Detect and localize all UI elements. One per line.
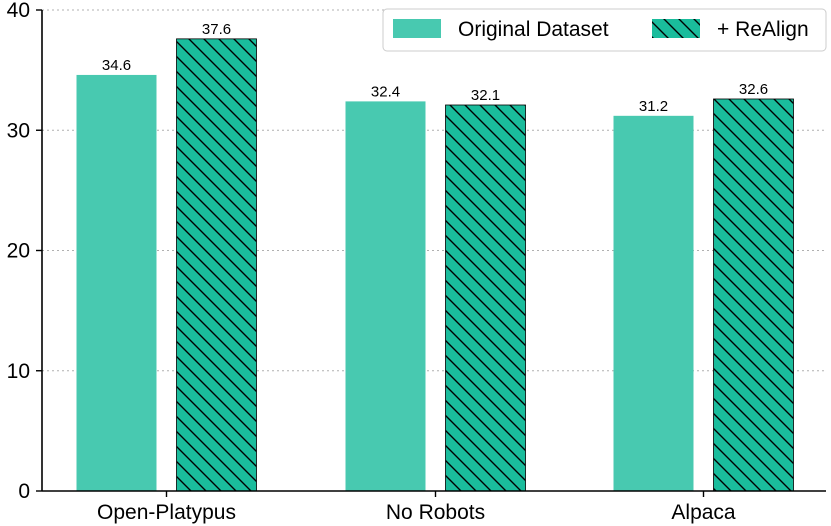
- legend: Original Dataset + ReAlign: [382, 8, 827, 52]
- data-label: 31.2: [639, 98, 668, 115]
- x-tick-label: Alpaca: [671, 501, 736, 524]
- legend-frame: [382, 8, 827, 52]
- x-ticks: Open-Platypus No Robots Alpaca: [97, 491, 736, 524]
- legend-label-realign: + ReAlign: [717, 18, 809, 41]
- data-label: 32.1: [471, 87, 500, 104]
- grid-lines: [42, 9, 826, 372]
- bar-original-no-robots: [345, 101, 426, 491]
- bars: [76, 38, 794, 492]
- bar-original-open-platypus: [76, 74, 157, 491]
- bar-realign-alpaca: [713, 98, 794, 492]
- legend-swatch-original: [393, 19, 441, 38]
- data-label: 32.6: [739, 81, 768, 98]
- data-label: 32.4: [371, 83, 400, 100]
- y-tick-label: 10: [7, 360, 30, 383]
- data-labels: 34.6 37.6 32.4 32.1 31.2 32.6: [102, 21, 768, 115]
- bar-realign-open-platypus: [176, 38, 257, 492]
- y-tick-label: 40: [7, 0, 30, 22]
- x-tick-label: No Robots: [386, 501, 485, 524]
- data-label: 37.6: [202, 21, 231, 38]
- data-label: 34.6: [102, 57, 131, 74]
- y-tick-label: 30: [7, 119, 30, 142]
- legend-label-original: Original Dataset: [458, 18, 609, 41]
- bar-original-alpaca: [613, 115, 694, 491]
- y-tick-label: 20: [7, 240, 30, 263]
- y-tick-label: 0: [18, 480, 30, 503]
- legend-swatch-realign: [652, 19, 700, 38]
- bar-realign-no-robots: [445, 104, 526, 492]
- x-tick-label: Open-Platypus: [97, 501, 236, 524]
- y-ticks: 0 10 20 30 40: [7, 0, 42, 503]
